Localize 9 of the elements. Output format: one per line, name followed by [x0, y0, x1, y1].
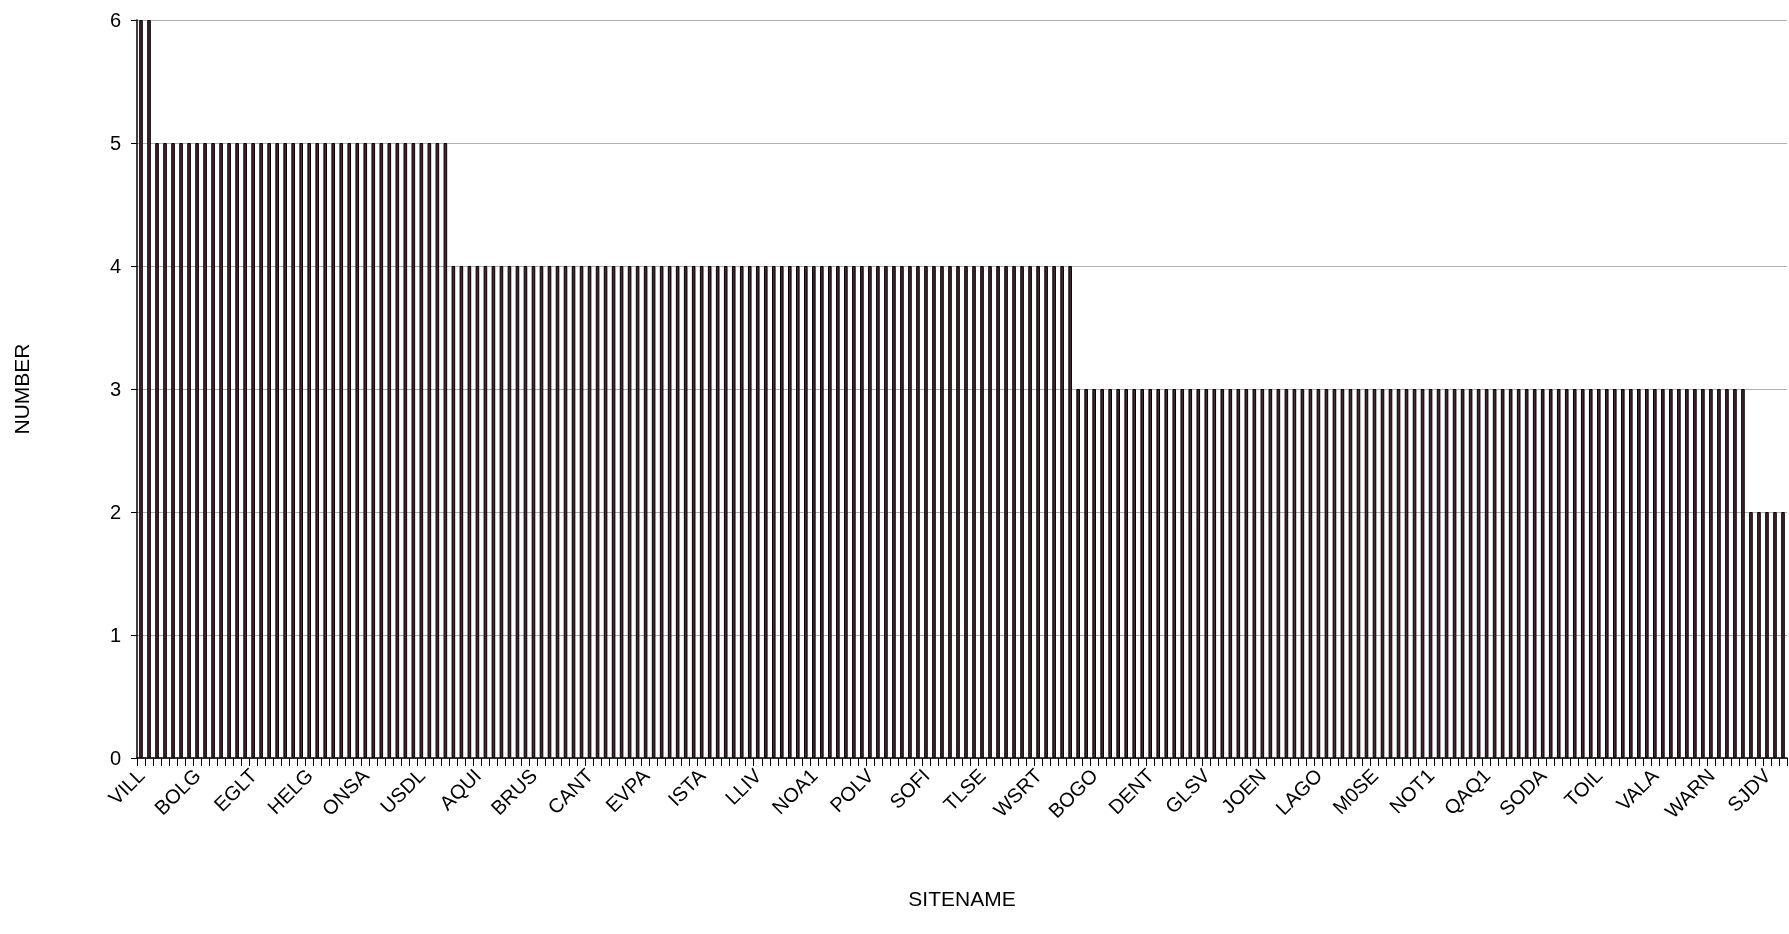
y-axis-title: NUMBER — [10, 343, 33, 435]
y-tick-label: 2 — [109, 501, 121, 523]
y-tick-label: 4 — [109, 255, 121, 277]
x-tick-label: TOIL — [1559, 764, 1607, 811]
y-tick-label: 5 — [109, 132, 121, 154]
x-axis-title: SITENAME — [908, 887, 1016, 910]
y-tick-label: 3 — [109, 378, 121, 400]
y-tick-label: 6 — [109, 9, 121, 31]
y-tick-label: 1 — [109, 624, 121, 646]
